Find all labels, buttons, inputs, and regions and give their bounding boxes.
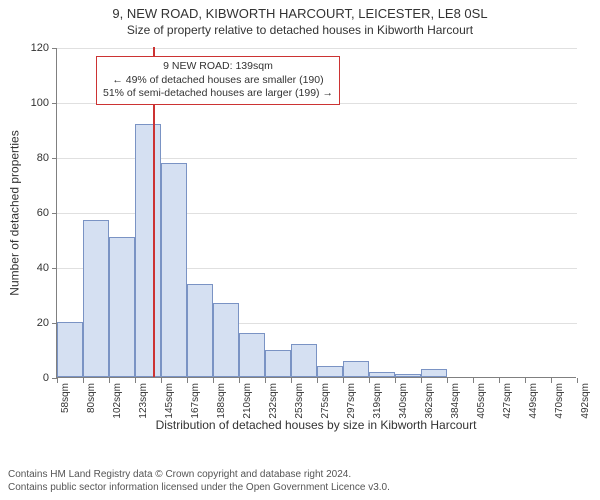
xtick-label: 123sqm [138, 383, 149, 419]
xtick-label: 492sqm [580, 383, 591, 419]
ytick-label: 20 [19, 317, 49, 329]
histogram-bar [421, 369, 447, 377]
histogram-bar [187, 284, 213, 378]
histogram-bar [265, 350, 291, 378]
xtick-label: 297sqm [346, 383, 357, 419]
annotation-line: 51% of semi-detached houses are larger (… [103, 87, 333, 101]
histogram-bar [57, 322, 83, 377]
xtick-label: 145sqm [164, 383, 175, 419]
xtick-label: 340sqm [398, 383, 409, 419]
xtick-label: 102sqm [112, 383, 123, 419]
xtick-label: 362sqm [424, 383, 435, 419]
xtick-label: 58sqm [60, 383, 71, 413]
x-axis-label: Distribution of detached houses by size … [56, 418, 576, 432]
histogram-bar [135, 124, 161, 377]
attribution-line: Contains public sector information licen… [8, 481, 390, 494]
xtick-mark [317, 378, 318, 383]
histogram-bar [239, 333, 265, 377]
xtick-mark [473, 378, 474, 383]
ytick-mark [52, 213, 57, 214]
xtick-label: 449sqm [528, 383, 539, 419]
reference-annotation: 9 NEW ROAD: 139sqm ← 49% of detached hou… [96, 56, 340, 105]
xtick-mark [551, 378, 552, 383]
chart-title: 9, NEW ROAD, KIBWORTH HARCOURT, LEICESTE… [0, 0, 600, 23]
chart-area: 02040608010012058sqm80sqm102sqm123sqm145… [56, 48, 576, 378]
xtick-mark [239, 378, 240, 383]
xtick-label: 253sqm [294, 383, 305, 419]
annotation-line: 9 NEW ROAD: 139sqm [103, 60, 333, 74]
ytick-label: 60 [19, 207, 49, 219]
histogram-bar [395, 374, 421, 377]
attribution: Contains HM Land Registry data © Crown c… [8, 468, 390, 494]
histogram-bar [109, 237, 135, 377]
histogram-bar [317, 366, 343, 377]
xtick-mark [83, 378, 84, 383]
chart-subtitle: Size of property relative to detached ho… [0, 23, 600, 41]
xtick-mark [421, 378, 422, 383]
ytick-mark [52, 158, 57, 159]
xtick-mark [57, 378, 58, 383]
xtick-mark [447, 378, 448, 383]
xtick-mark [135, 378, 136, 383]
histogram-bar [343, 361, 369, 378]
xtick-label: 188sqm [216, 383, 227, 419]
xtick-label: 384sqm [450, 383, 461, 419]
chart-container: 9, NEW ROAD, KIBWORTH HARCOURT, LEICESTE… [0, 0, 600, 500]
xtick-mark [499, 378, 500, 383]
xtick-mark [265, 378, 266, 383]
xtick-label: 80sqm [86, 383, 97, 413]
xtick-label: 470sqm [554, 383, 565, 419]
gridline [57, 48, 577, 49]
ytick-label: 80 [19, 152, 49, 164]
histogram-bar [213, 303, 239, 377]
xtick-label: 405sqm [476, 383, 487, 419]
ytick-mark [52, 268, 57, 269]
xtick-mark [291, 378, 292, 383]
ytick-label: 120 [19, 42, 49, 54]
histogram-bar [369, 372, 395, 378]
ytick-mark [52, 48, 57, 49]
xtick-mark [395, 378, 396, 383]
xtick-mark [213, 378, 214, 383]
xtick-mark [525, 378, 526, 383]
xtick-mark [109, 378, 110, 383]
xtick-label: 319sqm [372, 383, 383, 419]
xtick-mark [343, 378, 344, 383]
xtick-mark [577, 378, 578, 383]
ytick-mark [52, 103, 57, 104]
xtick-mark [161, 378, 162, 383]
xtick-label: 210sqm [242, 383, 253, 419]
xtick-label: 275sqm [320, 383, 331, 419]
xtick-mark [369, 378, 370, 383]
xtick-label: 427sqm [502, 383, 513, 419]
annotation-line: ← 49% of detached houses are smaller (19… [103, 74, 333, 88]
xtick-label: 167sqm [190, 383, 201, 419]
histogram-bar [291, 344, 317, 377]
xtick-label: 232sqm [268, 383, 279, 419]
histogram-bar [83, 220, 109, 377]
xtick-mark [187, 378, 188, 383]
ytick-label: 100 [19, 97, 49, 109]
attribution-line: Contains HM Land Registry data © Crown c… [8, 468, 390, 481]
ytick-label: 40 [19, 262, 49, 274]
ytick-label: 0 [19, 372, 49, 384]
histogram-bar [161, 163, 187, 378]
